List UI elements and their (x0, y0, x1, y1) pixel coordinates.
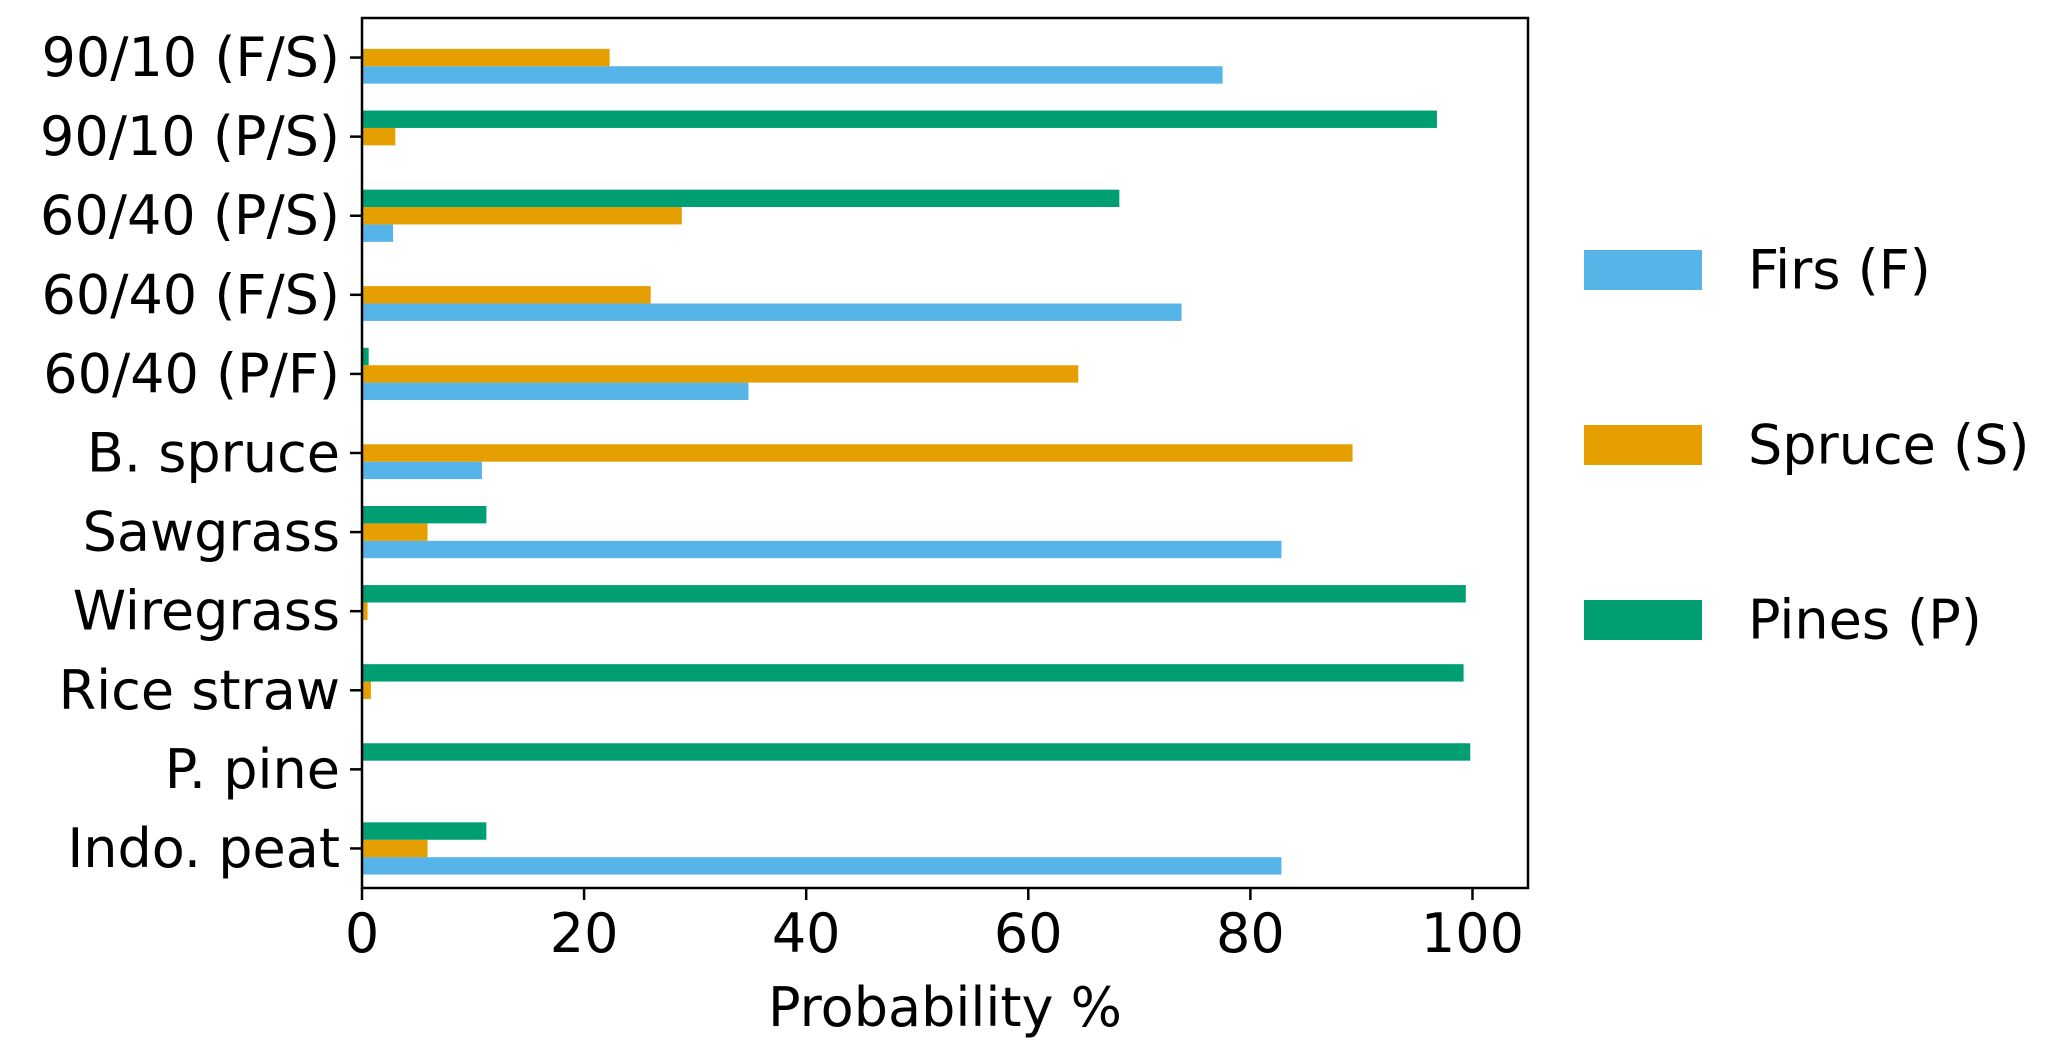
bar (362, 505, 487, 524)
bar (362, 303, 1182, 321)
y-tick-label: 60/40 (P/S) (40, 184, 340, 247)
y-tick-label: 60/40 (P/F) (43, 342, 340, 405)
bar (362, 110, 1437, 128)
legend-swatch (1584, 600, 1702, 640)
bar (362, 48, 610, 67)
bar (362, 189, 1120, 208)
y-tick-label: Rice straw (59, 659, 340, 722)
bar (362, 839, 428, 858)
legend-swatch (1584, 250, 1702, 290)
bar (362, 66, 1223, 84)
bar (362, 523, 428, 541)
y-tick-label: P. pine (165, 738, 340, 801)
y-tick-label: Wiregrass (73, 580, 340, 643)
bar (362, 681, 371, 699)
x-tick-label: 100 (1421, 902, 1524, 965)
legend-label: Pines (P) (1748, 589, 1982, 652)
y-tick-label: 60/40 (F/S) (42, 263, 340, 326)
bars-layer (362, 48, 1471, 875)
bar (362, 127, 396, 146)
legend-label: Firs (F) (1748, 239, 1931, 302)
bar (362, 461, 482, 480)
bar (362, 540, 1282, 559)
y-axis: 90/10 (F/S) 90/10 (P/S) 60/40 (P/S) 60/40 (… (40, 26, 362, 880)
x-axis-label: Probability % (768, 976, 1122, 1039)
bar (362, 664, 1464, 682)
bar (362, 857, 1282, 875)
bar (362, 347, 369, 366)
x-tick-label: 40 (772, 902, 841, 965)
legend-label: Spruce (S) (1748, 414, 2029, 477)
bar (362, 743, 1471, 761)
bar (362, 444, 1353, 462)
bar (362, 822, 487, 840)
x-tick-label: 80 (1216, 902, 1285, 965)
legend-swatch (1584, 425, 1702, 465)
bar (362, 585, 1466, 603)
bar (362, 224, 394, 242)
y-tick-label: Sawgrass (83, 501, 340, 564)
y-tick-label: 90/10 (P/S) (40, 105, 340, 168)
x-axis: 0 20 40 60 80 100 (345, 888, 1524, 965)
bar (362, 365, 1079, 383)
y-tick-label: 90/10 (F/S) (42, 26, 340, 89)
y-tick-label: B. spruce (87, 422, 340, 485)
y-tick-label: Indo. peat (67, 817, 340, 880)
bar (362, 286, 651, 304)
legend: Firs (F) Spruce (S) Pines (P) (1584, 239, 2029, 652)
bar (362, 207, 682, 225)
x-tick-label: 0 (345, 902, 379, 965)
x-tick-label: 20 (550, 902, 619, 965)
bar (362, 382, 749, 401)
bar (362, 602, 368, 620)
x-tick-label: 60 (994, 902, 1063, 965)
